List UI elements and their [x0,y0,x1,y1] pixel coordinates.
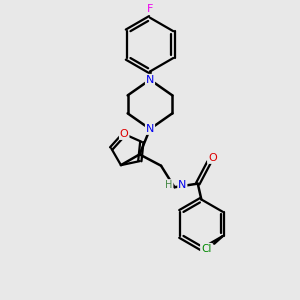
Text: O: O [208,153,217,163]
Text: H: H [165,180,172,190]
Text: N: N [178,180,187,190]
Text: O: O [120,129,129,139]
Text: N: N [146,124,154,134]
Text: Cl: Cl [201,244,211,254]
Text: F: F [147,4,153,14]
Text: N: N [146,75,154,85]
